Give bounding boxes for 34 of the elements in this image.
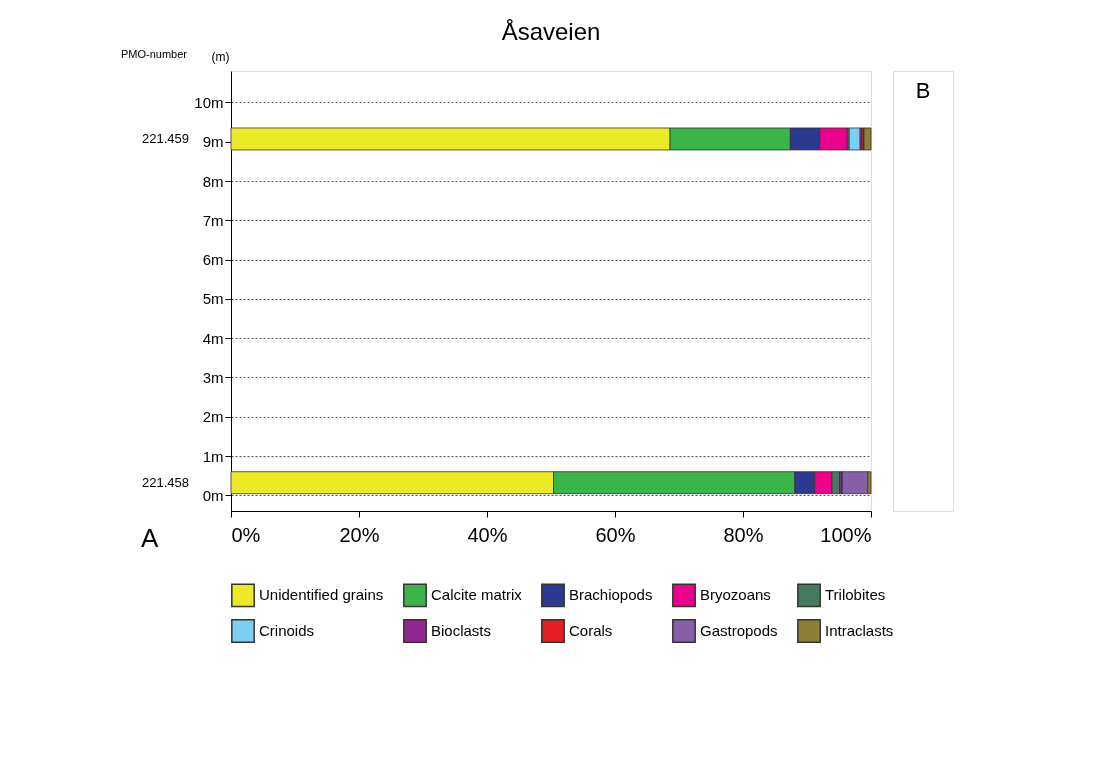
legend-label: Bryozoans bbox=[700, 586, 771, 604]
legend-label: Calcite matrix bbox=[431, 586, 523, 604]
legend-label: Corals bbox=[569, 622, 613, 639]
x-tick-label: 100% bbox=[820, 523, 872, 546]
x-tick-label: 40% bbox=[467, 523, 508, 546]
text: PMO-number bbox=[121, 48, 188, 60]
y-tick-label: 9m bbox=[202, 133, 224, 151]
legend-label: Unidentified grains bbox=[259, 586, 384, 604]
y-tick-label: 10m bbox=[194, 93, 224, 111]
x-tick-label: 60% bbox=[595, 523, 636, 546]
legend-label: Intraclasts bbox=[825, 622, 894, 639]
y-tick-label: 1m bbox=[202, 447, 224, 465]
legend-label: Trilobites bbox=[825, 586, 886, 604]
text: B bbox=[915, 78, 931, 103]
legend-label: Crinoids bbox=[259, 622, 315, 639]
y-axis-title: (m) bbox=[211, 49, 230, 64]
y-tick-label: 4m bbox=[202, 329, 224, 347]
x-tick-label: 80% bbox=[723, 523, 764, 546]
text: A bbox=[141, 523, 159, 553]
legend-label: Gastropods bbox=[700, 622, 778, 639]
y-tick-label: 5m bbox=[202, 290, 224, 308]
legend-label: Bioclasts bbox=[431, 622, 492, 639]
x-tick-label: 20% bbox=[339, 523, 380, 546]
y-tick-label: 8m bbox=[202, 172, 224, 190]
y-tick-label: 7m bbox=[202, 211, 224, 229]
legend-label: Brachiopods bbox=[569, 586, 653, 604]
y-tick-label: 2m bbox=[202, 408, 224, 426]
y-tick-label: 3m bbox=[202, 368, 224, 386]
text: 221.459 bbox=[142, 130, 189, 146]
chart-title: Åsaveien bbox=[501, 18, 601, 45]
y-tick-label: 0m bbox=[202, 486, 224, 504]
y-tick-label: 6m bbox=[202, 251, 224, 269]
text: 221.458 bbox=[142, 474, 189, 490]
x-tick-label: 0% bbox=[231, 523, 261, 546]
